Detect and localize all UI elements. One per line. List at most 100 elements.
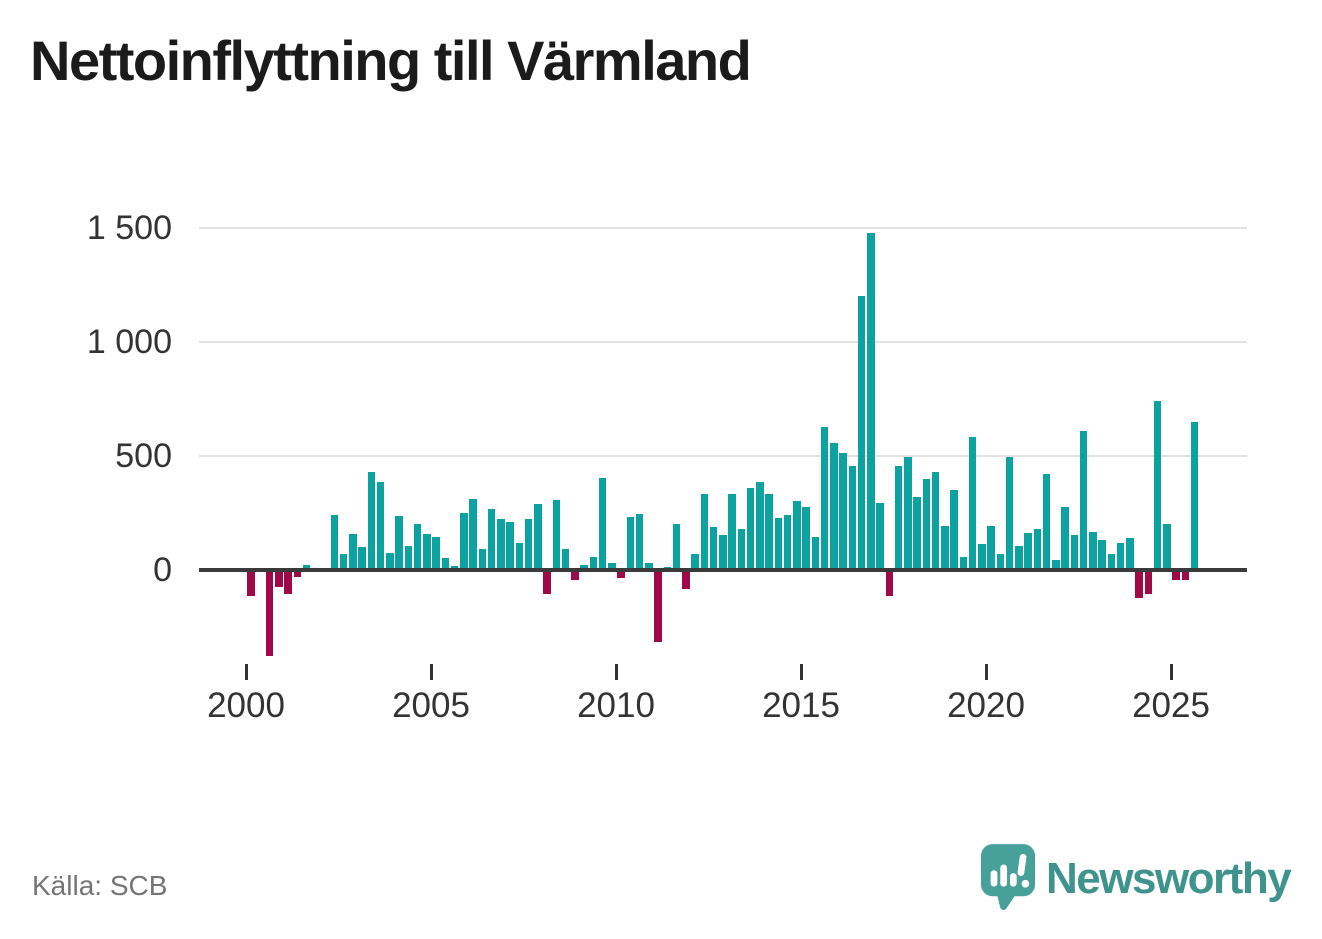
bar-2016-Q2 <box>848 466 857 570</box>
gridline-1500 <box>199 227 1247 229</box>
bar-2023-Q3 <box>1116 543 1125 570</box>
bar-2004-Q4 <box>423 534 431 570</box>
y-axis-label-0: 0 <box>153 551 172 589</box>
bar-2020-Q2 <box>996 554 1005 570</box>
bar-2022-Q1 <box>1061 507 1069 570</box>
bar-2008-Q1 <box>543 572 551 594</box>
x-axis-label-2005: 2005 <box>392 686 470 725</box>
bar-2017-Q1 <box>876 502 884 570</box>
bar-2009-Q1 <box>580 564 588 570</box>
bar-2012-Q1 <box>691 554 699 570</box>
bar-2022-Q4 <box>1089 531 1097 570</box>
bar-2000-Q4 <box>275 572 283 588</box>
bar-2006-Q3 <box>487 508 496 570</box>
bar-2023-Q1 <box>1098 539 1106 570</box>
bar-2015-Q2 <box>811 536 820 570</box>
bar-2020-Q1 <box>987 526 995 570</box>
chart-title: Nettoinflyttning till Värmland <box>30 29 752 92</box>
bar-2005-Q3 <box>450 565 459 570</box>
bar-2004-Q1 <box>395 515 403 570</box>
gridline-1000 <box>199 341 1247 343</box>
brand-name: Newsworthy <box>1046 854 1292 903</box>
bar-2008-Q3 <box>561 549 570 570</box>
x-axis-label-2015: 2015 <box>762 686 840 725</box>
bar-2017-Q2 <box>885 572 894 596</box>
bar-2013-Q4 <box>756 481 764 570</box>
source-label: Källa: SCB <box>32 870 168 901</box>
bar-2017-Q4 <box>904 456 912 570</box>
bar-2018-Q1 <box>913 497 921 570</box>
x-axis-label-2000: 2000 <box>207 686 285 725</box>
bar-2014-Q4 <box>793 500 801 570</box>
bar-2011-Q3 <box>672 524 681 570</box>
bar-2014-Q3 <box>783 514 792 570</box>
bar-2004-Q2 <box>404 546 413 570</box>
bar-2009-Q4 <box>608 562 616 570</box>
zero-axis-line <box>199 568 1247 572</box>
bar-2017-Q3 <box>894 465 903 570</box>
y-axis-label-500: 500 <box>115 437 172 475</box>
x-tick-2000 <box>244 664 248 680</box>
x-tick-2010 <box>614 664 618 680</box>
bar-2014-Q2 <box>774 517 783 570</box>
bar-2020-Q4 <box>1015 546 1023 570</box>
bar-2016-Q3 <box>857 296 866 570</box>
bar-2000-Q3 <box>265 572 274 657</box>
x-tick-2020 <box>984 664 988 680</box>
bar-2023-Q2 <box>1107 554 1116 570</box>
bar-2005-Q4 <box>460 513 468 570</box>
x-tick-2005 <box>429 664 433 680</box>
x-axis-label-2025: 2025 <box>1132 686 1210 725</box>
bar-2025-Q3 <box>1190 422 1199 570</box>
bar-2015-Q4 <box>830 443 838 570</box>
bar-2013-Q1 <box>728 494 736 570</box>
x-axis-label-2020: 2020 <box>947 686 1025 725</box>
bar-2003-Q1 <box>358 547 366 570</box>
bar-2005-Q1 <box>432 536 440 570</box>
bar-2014-Q1 <box>765 494 773 570</box>
bar-2019-Q1 <box>950 489 958 570</box>
bar-2021-Q3 <box>1042 474 1051 570</box>
bar-2001-Q2 <box>293 572 302 578</box>
bar-2025-Q1 <box>1172 572 1180 580</box>
bar-2002-Q2 <box>330 515 339 570</box>
bar-2021-Q1 <box>1024 532 1032 570</box>
bar-2003-Q3 <box>376 482 385 570</box>
bar-2001-Q3 <box>302 565 311 570</box>
bar-2011-Q4 <box>682 572 690 590</box>
bar-2016-Q4 <box>867 232 875 570</box>
bar-2024-Q2 <box>1144 572 1153 594</box>
bar-2012-Q3 <box>709 527 718 570</box>
bar-2009-Q2 <box>589 557 598 570</box>
bar-2004-Q3 <box>413 524 422 570</box>
bar-2006-Q2 <box>478 549 487 570</box>
bar-2021-Q2 <box>1033 529 1042 570</box>
bar-2009-Q3 <box>598 477 607 570</box>
bar-2010-Q3 <box>635 513 644 570</box>
bar-2022-Q3 <box>1079 430 1088 570</box>
bar-2018-Q4 <box>941 525 949 570</box>
bar-2012-Q2 <box>700 494 709 570</box>
bar-2024-Q1 <box>1135 572 1143 598</box>
y-axis-label-1000: 1 000 <box>86 323 172 361</box>
bar-2006-Q1 <box>469 499 477 570</box>
bar-2006-Q4 <box>497 518 505 570</box>
gridline-500 <box>199 455 1247 457</box>
bar-2002-Q4 <box>349 533 357 570</box>
bar-2022-Q2 <box>1070 534 1079 570</box>
bar-2008-Q2 <box>552 500 561 570</box>
bar-2008-Q4 <box>571 572 579 580</box>
newsworthy-logo: Newsworthy <box>980 842 1300 916</box>
bar-2024-Q3 <box>1153 401 1162 570</box>
bar-2013-Q2 <box>737 528 746 570</box>
bar-2018-Q2 <box>922 479 931 570</box>
bar-2000-Q1 <box>247 572 255 596</box>
bar-2007-Q3 <box>524 519 533 570</box>
bar-2010-Q2 <box>626 517 635 570</box>
bar-2016-Q1 <box>839 453 847 570</box>
bar-2010-Q1 <box>617 572 625 578</box>
bar-2007-Q4 <box>534 503 542 570</box>
x-tick-2025 <box>1169 664 1173 680</box>
bar-2021-Q4 <box>1052 559 1060 570</box>
